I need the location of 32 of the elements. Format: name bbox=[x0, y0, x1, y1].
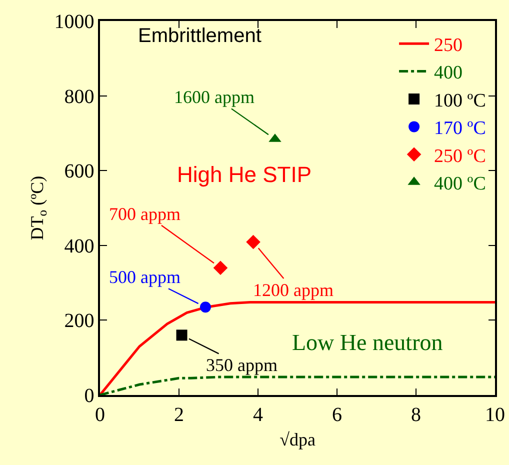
y-tick-label: 400 bbox=[64, 235, 94, 258]
legend-label: 400 ºC bbox=[434, 174, 486, 194]
legend-label: 250 ºC bbox=[434, 146, 486, 167]
x-axis-title: √dpa bbox=[280, 429, 316, 450]
legend-label: 100 ºC bbox=[434, 90, 486, 112]
line-series bbox=[100, 301, 495, 395]
legend-label: 250 bbox=[434, 35, 463, 56]
legend-label: 170 ºC bbox=[434, 118, 486, 140]
x-tick-label: 10 bbox=[485, 404, 505, 426]
annotation: 1600 appm bbox=[174, 87, 254, 107]
x-tick-label: 6 bbox=[332, 404, 342, 426]
point bbox=[246, 234, 260, 250]
x-tick-label: 8 bbox=[411, 404, 421, 426]
x-tick-label: 2 bbox=[174, 404, 184, 426]
y-tick-label: 1000 bbox=[54, 11, 94, 33]
y-tick-label: 600 bbox=[64, 160, 94, 183]
annotation: Embrittlement bbox=[138, 25, 262, 47]
point bbox=[200, 302, 211, 313]
annotation: 700 appm bbox=[109, 204, 180, 224]
annotation: Low He neutron bbox=[292, 330, 444, 355]
annotation: High He STIP bbox=[177, 162, 312, 187]
y-tick-label: 200 bbox=[64, 310, 94, 332]
annotation: 500 appm bbox=[109, 267, 180, 287]
y-tick-label: 0 bbox=[84, 385, 94, 407]
y-tick-label: 800 bbox=[64, 86, 94, 108]
x-tick-label: 4 bbox=[253, 404, 263, 426]
legend-label: 400 bbox=[434, 62, 463, 84]
annotation: 350 appm bbox=[206, 355, 278, 375]
point bbox=[213, 260, 228, 275]
point bbox=[176, 330, 188, 341]
line-series bbox=[100, 376, 495, 395]
annotation: 1200 appm bbox=[253, 280, 334, 300]
